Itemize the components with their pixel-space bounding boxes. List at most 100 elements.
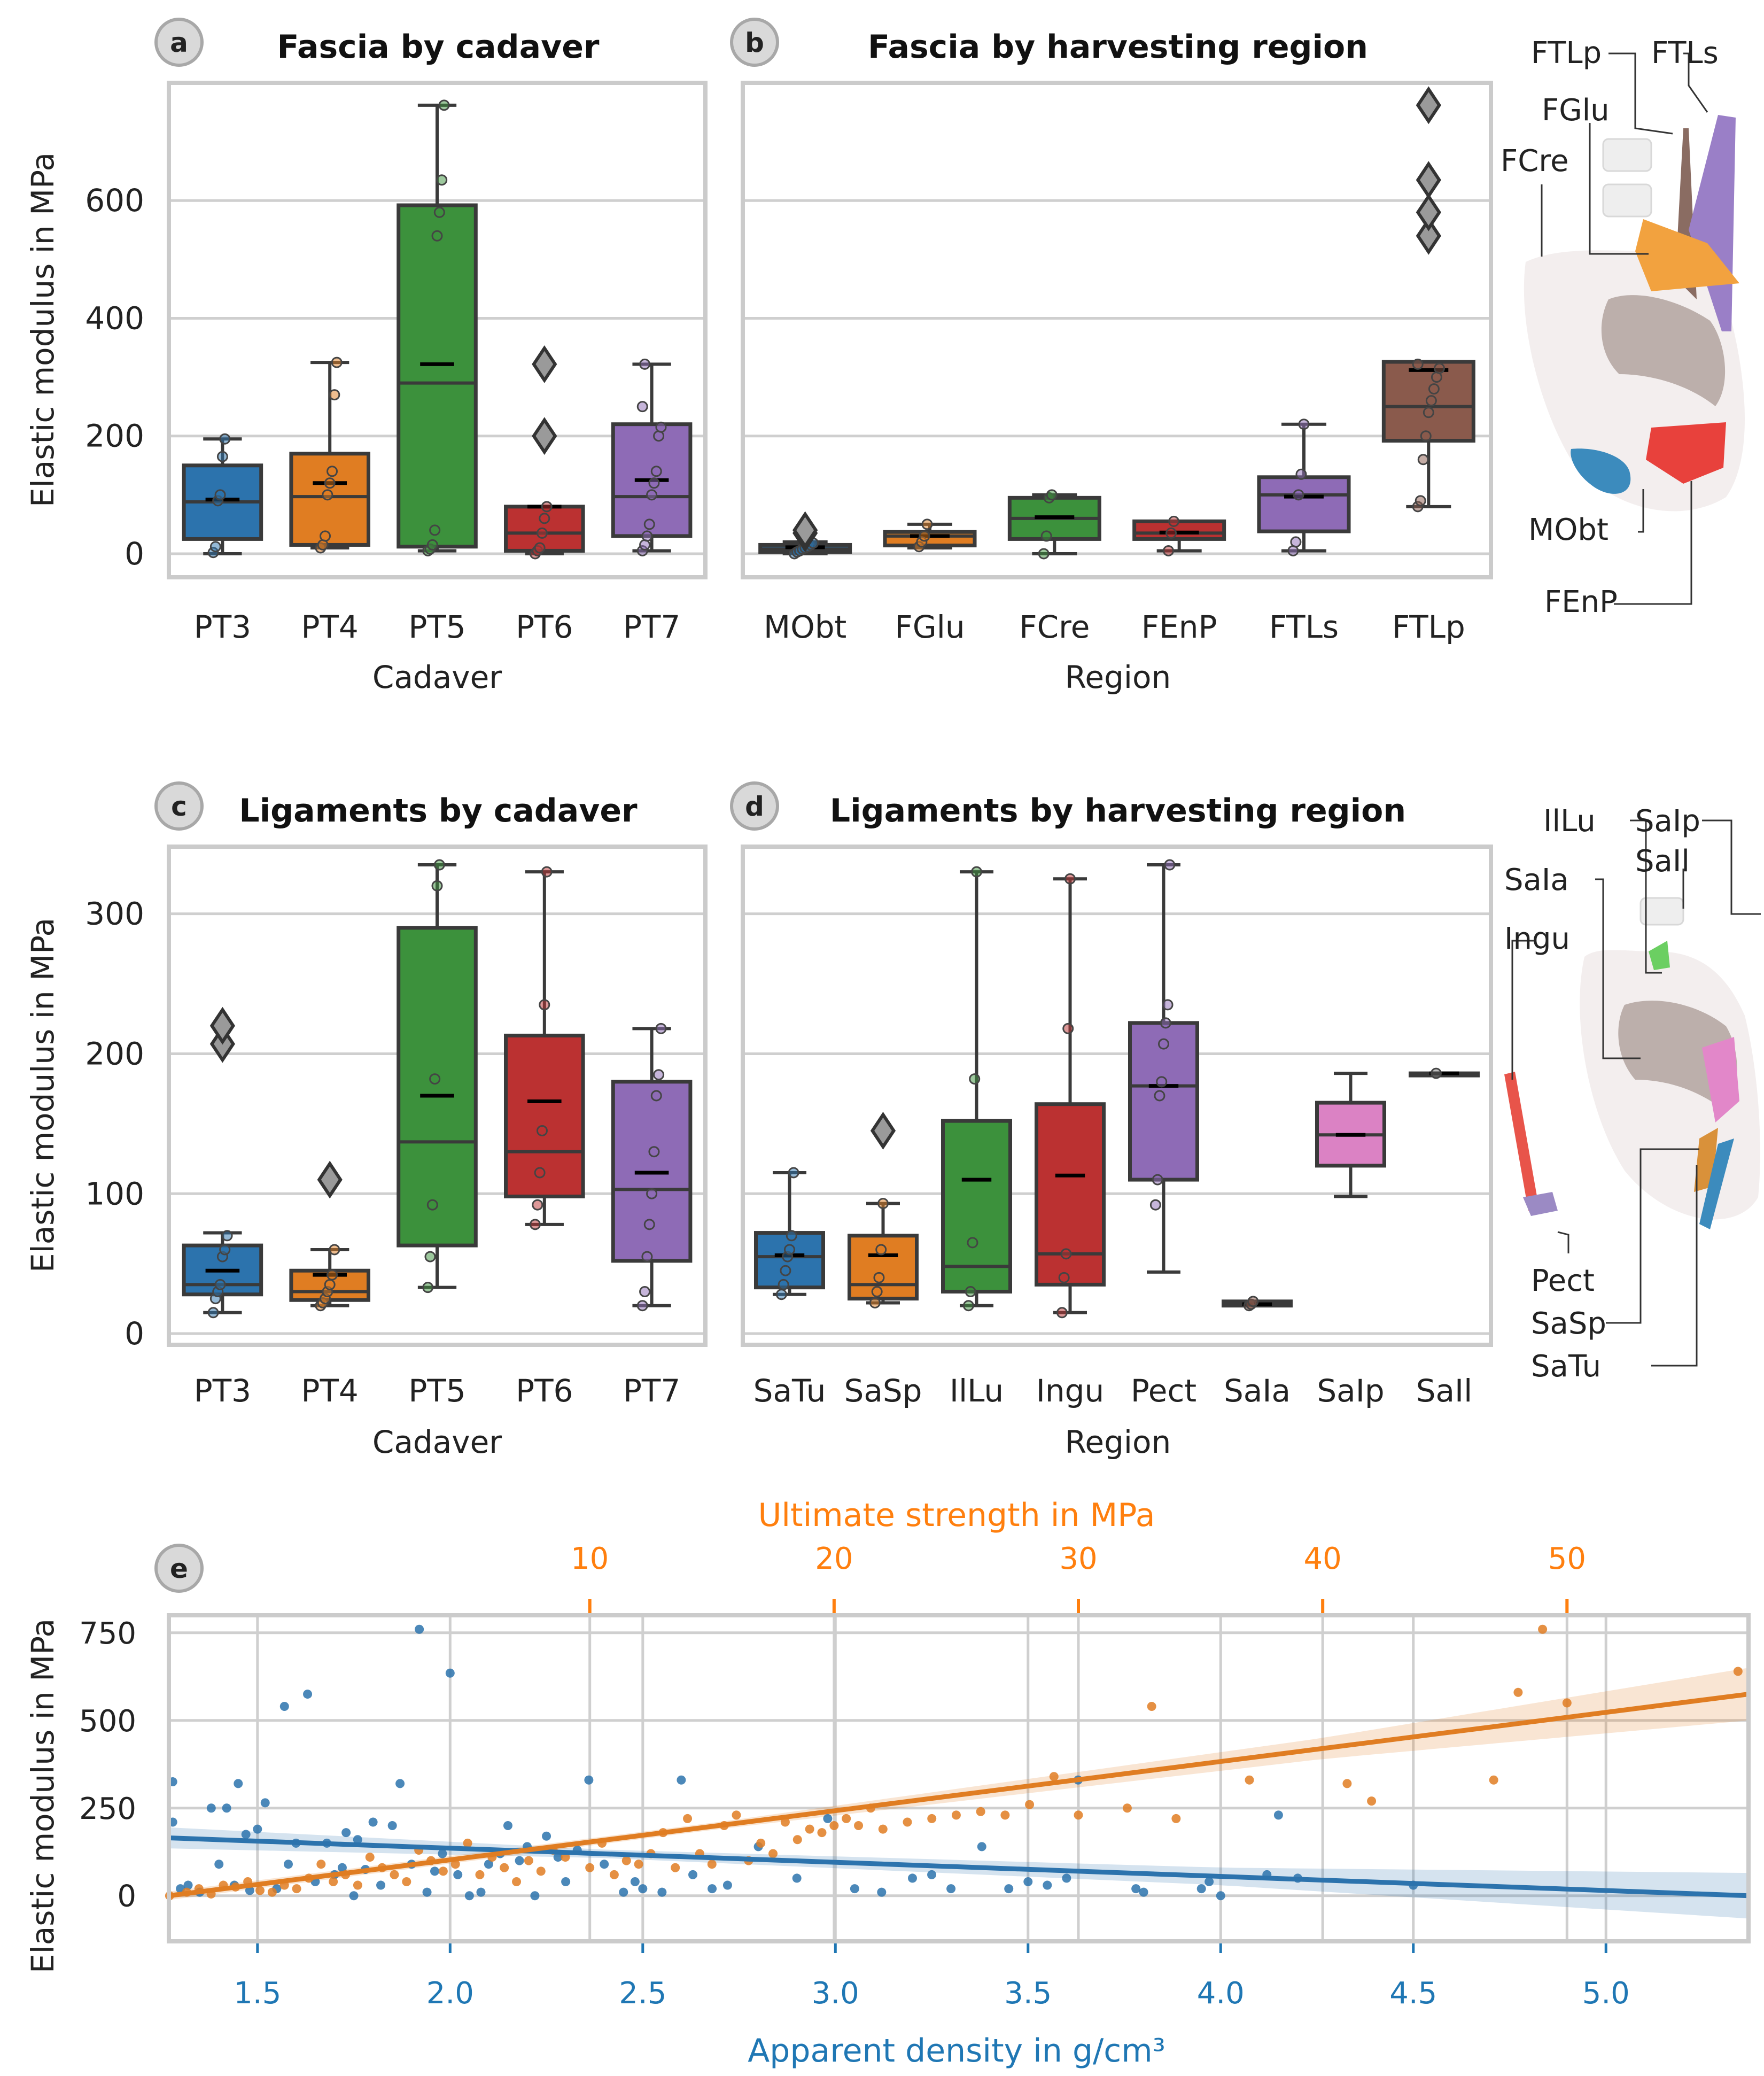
box-PT6 xyxy=(504,345,585,560)
data-point xyxy=(1154,1090,1165,1102)
scatter-point xyxy=(619,1887,628,1897)
outlier-marker xyxy=(317,1160,343,1199)
scatter-point xyxy=(792,1835,802,1845)
scatter-point xyxy=(453,1870,463,1879)
scatter-point xyxy=(245,1886,254,1895)
data-point xyxy=(962,1300,974,1312)
data-point xyxy=(329,1244,340,1256)
data-point xyxy=(877,1198,889,1210)
scatter-point xyxy=(907,1873,917,1883)
panel-d-ligaments-by-region: d Ligaments by harvesting region SaTu SaS… xyxy=(730,781,1493,1460)
box-SaIl xyxy=(1409,1067,1480,1079)
data-point xyxy=(1295,468,1307,480)
scatter-point xyxy=(241,1830,251,1839)
data-point xyxy=(214,489,226,501)
x-tick-label: 3.0 xyxy=(812,1976,859,2011)
box-iqr xyxy=(1132,519,1226,541)
category-label-PT3: PT3 xyxy=(194,1373,251,1409)
ligament-pect-shape xyxy=(1523,1192,1558,1216)
scatter-point xyxy=(878,1824,888,1834)
x2-tick-label: 50 xyxy=(1548,1541,1586,1576)
ligament-saip-shape xyxy=(1702,1037,1739,1122)
anatomy-top-labels: FTLp FTLs FGlu FCre MObt FEnP xyxy=(1501,36,1719,619)
data-point xyxy=(1156,1076,1168,1088)
scatter-point xyxy=(1273,1810,1283,1820)
category-label-PT3: PT3 xyxy=(194,609,251,645)
box-FTLs xyxy=(1257,419,1351,556)
scatter-point xyxy=(823,1814,833,1823)
data-point xyxy=(209,541,221,553)
panel-b-boxes xyxy=(758,86,1475,560)
scatter-point xyxy=(657,1887,667,1897)
data-point xyxy=(967,1237,978,1249)
scatter-point xyxy=(829,1821,839,1831)
box-iqr xyxy=(397,203,478,549)
data-point xyxy=(780,1265,791,1276)
y-tick-label: 200 xyxy=(85,418,144,454)
scatter-point xyxy=(708,1884,717,1894)
confidence-band xyxy=(169,1827,1749,1919)
y-tick-label: 0 xyxy=(117,1879,136,1914)
scatter-point xyxy=(1513,1687,1523,1697)
scatter-point xyxy=(584,1775,594,1785)
data-point xyxy=(426,539,438,551)
panel-c-x-axis-label: Cadaver xyxy=(372,1424,502,1460)
x2-tick-label: 40 xyxy=(1304,1541,1342,1576)
x2-tick-label: 30 xyxy=(1059,1541,1097,1576)
y-tick-label: 100 xyxy=(85,1175,144,1212)
data-point xyxy=(653,1069,665,1081)
data-point xyxy=(534,542,546,554)
panel-b-gridlines xyxy=(743,199,1491,555)
category-label-PT6: PT6 xyxy=(516,1373,573,1409)
panel-a-tick-labels: 0 200 400 600 PT3 PT4 PT5 PT6 PT7 xyxy=(85,182,680,645)
panel-b-plot-frame xyxy=(741,81,1493,579)
scatter-point xyxy=(722,1880,732,1890)
scatter-point xyxy=(1049,1772,1059,1781)
category-label-PT6: PT6 xyxy=(516,609,573,645)
scatter-point xyxy=(337,1863,347,1872)
data-point xyxy=(641,530,653,542)
data-point xyxy=(639,1286,651,1298)
data-point xyxy=(646,489,658,501)
panel-c-label-badge: c xyxy=(154,781,204,831)
category-label-FEnP: FEnP xyxy=(1141,609,1217,645)
data-point xyxy=(1293,489,1304,501)
x2-tick-label: 20 xyxy=(815,1541,853,1576)
panel-e-scatter-points xyxy=(165,1624,1743,1901)
category-label-PT7: PT7 xyxy=(623,609,680,645)
scatter-point xyxy=(553,1853,563,1862)
scatter-point xyxy=(1733,1667,1743,1676)
box-IlLu xyxy=(941,866,1012,1312)
data-point xyxy=(534,1167,546,1179)
scatter-point xyxy=(1489,1775,1498,1785)
scatter-point xyxy=(349,1891,359,1901)
scatter-point xyxy=(512,1877,522,1886)
data-point xyxy=(1046,489,1058,501)
scatter-point xyxy=(303,1690,313,1699)
data-point xyxy=(643,518,655,530)
category-label-IlLu: IlLu xyxy=(950,1373,1004,1409)
data-point xyxy=(324,477,336,489)
panel-c-boxes xyxy=(182,859,693,1319)
label-satu: SaTu xyxy=(1531,1349,1601,1384)
box-PT7 xyxy=(611,358,693,556)
panel-b-fascia-by-region: b Fascia by harvesting region MObt FGlu FC… xyxy=(730,18,1493,695)
data-point xyxy=(650,1090,662,1102)
panel-d-label-badge: d xyxy=(730,781,779,831)
panel-a-x-axis-label: Cadaver xyxy=(372,659,502,695)
data-point xyxy=(1423,407,1434,419)
data-point xyxy=(214,1279,226,1290)
scatter-point xyxy=(395,1779,405,1788)
panel-c-title: Ligaments by cadaver xyxy=(239,792,638,830)
scatter-point xyxy=(503,1821,512,1831)
outlier-marker xyxy=(1416,161,1441,199)
box-PT5 xyxy=(397,859,478,1293)
label-ftlp: FTLp xyxy=(1531,36,1602,71)
data-point xyxy=(969,1073,981,1085)
scatter-point xyxy=(903,1817,912,1827)
scatter-point xyxy=(1062,1873,1071,1883)
scatter-point xyxy=(500,1863,509,1872)
scatter-point xyxy=(387,1821,397,1831)
category-label-PT7: PT7 xyxy=(623,1373,680,1409)
